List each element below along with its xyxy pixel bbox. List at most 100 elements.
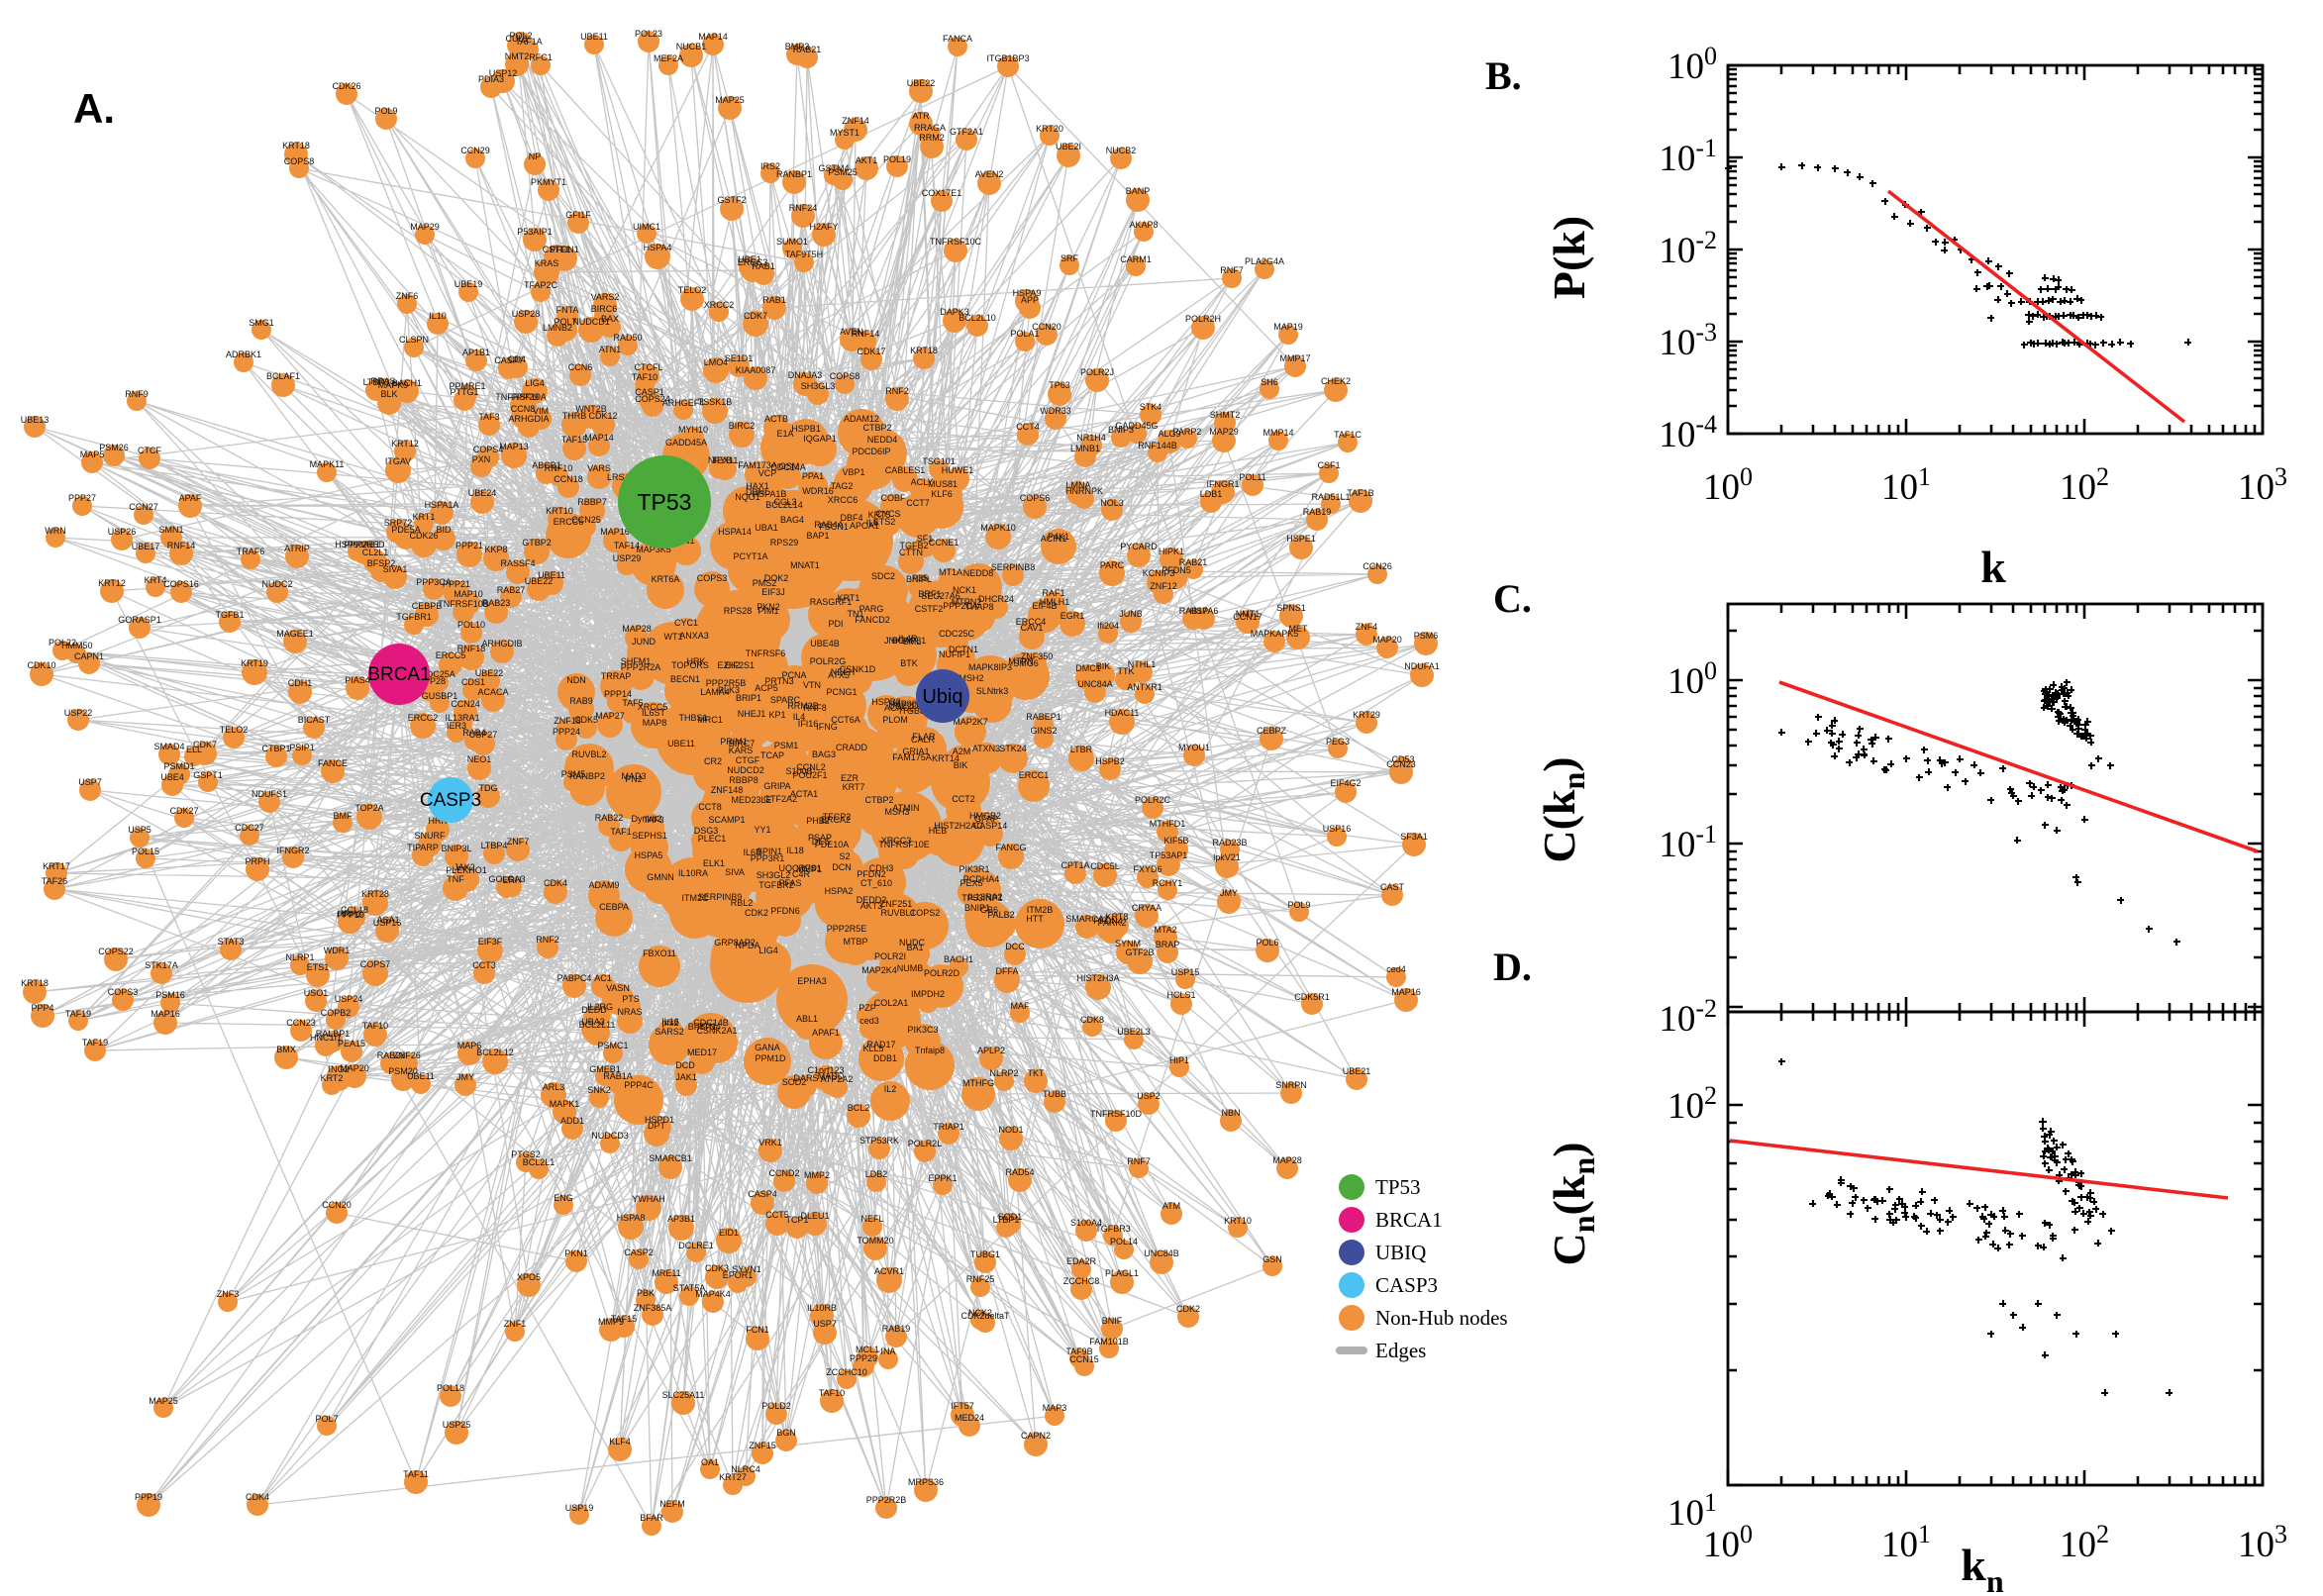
svg-text:PTGS2: PTGS2 xyxy=(511,1149,541,1159)
svg-text:SDC2: SDC2 xyxy=(871,571,895,581)
svg-text:AC1: AC1 xyxy=(594,973,612,983)
svg-text:COPS7: COPS7 xyxy=(360,959,391,969)
svg-text:CCN23: CCN23 xyxy=(1386,759,1416,769)
svg-text:CCT8: CCT8 xyxy=(698,802,722,812)
svg-text:DBF4: DBF4 xyxy=(840,513,862,523)
svg-text:HSPA1A: HSPA1A xyxy=(425,500,459,510)
svg-text:KRT10: KRT10 xyxy=(546,506,573,516)
svg-text:RAB4A: RAB4A xyxy=(814,520,844,530)
svg-text:NDUFS1: NDUFS1 xyxy=(252,789,287,799)
svg-text:TGFBR3: TGFBR3 xyxy=(1095,1224,1131,1234)
svg-text:KRT12: KRT12 xyxy=(391,439,419,449)
svg-text:TP53INP1: TP53INP1 xyxy=(961,893,1003,903)
svg-text:CSF1: CSF1 xyxy=(1317,460,1340,470)
svg-text:WDR1: WDR1 xyxy=(324,946,351,955)
svg-text:PMS2: PMS2 xyxy=(753,578,777,588)
svg-text:HSPB1: HSPB1 xyxy=(791,424,821,434)
svg-text:CDK26: CDK26 xyxy=(332,81,360,91)
svg-text:PPP27: PPP27 xyxy=(68,493,96,503)
svg-text:GTF2A2: GTF2A2 xyxy=(763,794,797,804)
svg-text:GSN: GSN xyxy=(1262,1254,1282,1264)
svg-text:PN2: PN2 xyxy=(625,774,643,784)
svg-text:WDR16: WDR16 xyxy=(802,486,834,496)
svg-text:KRT27: KRT27 xyxy=(719,1472,747,1482)
svg-text:TKT: TKT xyxy=(1028,1068,1046,1078)
svg-text:CDK27: CDK27 xyxy=(169,806,198,816)
svg-text:HTT: HTT xyxy=(1026,914,1044,924)
svg-text:THBS1: THBS1 xyxy=(678,713,707,723)
svg-text:PPP19: PPP19 xyxy=(337,910,364,920)
svg-text:GSPT1: GSPT1 xyxy=(193,770,223,780)
svg-text:PPP2R5E: PPP2R5E xyxy=(827,924,867,934)
svg-text:CEBPZ: CEBPZ xyxy=(1257,726,1287,736)
svg-text:BAX: BAX xyxy=(601,314,619,324)
svg-text:BRCA2: BRCA2 xyxy=(821,815,851,825)
svg-text:MAP3: MAP3 xyxy=(1043,1403,1067,1413)
svg-text:FCN1: FCN1 xyxy=(746,1325,769,1335)
svg-text:KRT29: KRT29 xyxy=(1353,710,1380,720)
svg-text:UBE4: UBE4 xyxy=(160,772,184,782)
svg-text:CDK26: CDK26 xyxy=(409,531,438,541)
svg-text:LRSAM1: LRSAM1 xyxy=(607,472,643,482)
svg-text:TOP2A: TOP2A xyxy=(354,803,383,813)
svg-text:TCAP: TCAP xyxy=(760,750,784,760)
svg-text:ITM2C: ITM2C xyxy=(682,893,710,903)
svg-text:RNF7: RNF7 xyxy=(1127,1156,1151,1166)
svg-text:NUDC2: NUDC2 xyxy=(261,579,292,589)
svg-text:MAP13: MAP13 xyxy=(499,442,529,451)
svg-text:UBE2D1: UBE2D1 xyxy=(888,701,923,711)
svg-text:PPP24: PPP24 xyxy=(553,727,580,737)
svg-text:PHB2: PHB2 xyxy=(806,816,830,826)
svg-text:RAB4: RAB4 xyxy=(462,728,486,738)
svg-text:POL6: POL6 xyxy=(1256,938,1278,948)
svg-text:PSM6: PSM6 xyxy=(1414,631,1439,641)
svg-text:MT1A: MT1A xyxy=(939,567,962,577)
svg-text:POLR2G: POLR2G xyxy=(810,656,847,666)
svg-text:lpkV21: lpkV21 xyxy=(1213,852,1241,862)
svg-text:MAP16: MAP16 xyxy=(600,527,630,537)
svg-text:CCN29: CCN29 xyxy=(460,146,490,155)
svg-text:PPP4: PPP4 xyxy=(31,1003,53,1013)
svg-text:BIRC7: BIRC7 xyxy=(729,739,756,748)
svg-text:EID1: EID1 xyxy=(719,1228,739,1238)
svg-text:TCP1: TCP1 xyxy=(785,1215,808,1225)
svg-text:CCN6: CCN6 xyxy=(568,362,593,372)
svg-text:PXN: PXN xyxy=(472,454,491,464)
svg-text:VCP: VCP xyxy=(758,468,777,478)
svg-text:MAPK10: MAPK10 xyxy=(980,523,1016,533)
svg-text:SYNM: SYNM xyxy=(1115,939,1141,948)
svg-text:PDI: PDI xyxy=(828,619,843,629)
svg-text:YY1: YY1 xyxy=(754,825,770,835)
svg-text:POL18: POL18 xyxy=(437,1383,464,1393)
svg-text:ELL: ELL xyxy=(186,745,202,754)
svg-text:TAF26: TAF26 xyxy=(42,876,67,886)
svg-text:CCL18: CCL18 xyxy=(341,905,368,915)
svg-text:APLP2: APLP2 xyxy=(977,1046,1005,1055)
svg-text:MAF: MAF xyxy=(1011,1001,1031,1011)
svg-text:CCNL2: CCNL2 xyxy=(796,762,826,772)
svg-text:TFAP2C: TFAP2C xyxy=(524,280,558,290)
svg-text:ced3: ced3 xyxy=(859,1016,879,1026)
svg-text:BCLAF1: BCLAF1 xyxy=(266,371,300,381)
svg-text:SNURF: SNURF xyxy=(415,831,447,841)
svg-text:IL10RB: IL10RB xyxy=(807,1303,837,1313)
svg-text:HNRNPK: HNRNPK xyxy=(1065,486,1103,496)
svg-text:DCD: DCD xyxy=(675,1060,695,1070)
svg-text:PPP2CA: PPP2CA xyxy=(943,601,978,611)
svg-text:PDCD6IP: PDCD6IP xyxy=(852,447,890,456)
svg-text:DCN: DCN xyxy=(832,862,852,872)
svg-text:ERCC6: ERCC6 xyxy=(554,517,584,527)
svg-text:PRTN3: PRTN3 xyxy=(764,676,793,686)
svg-text:DHCR24: DHCR24 xyxy=(978,594,1014,604)
svg-text:ERCC3: ERCC3 xyxy=(738,257,768,267)
svg-text:THRB: THRB xyxy=(562,411,587,421)
svg-text:SARS2: SARS2 xyxy=(655,1027,684,1037)
svg-text:C.: C. xyxy=(1493,576,1532,621)
svg-text:JNK3: JNK3 xyxy=(884,636,906,646)
svg-text:ZNF18: ZNF18 xyxy=(554,716,581,726)
svg-text:CT_610: CT_610 xyxy=(860,878,892,888)
svg-text:LTBP4: LTBP4 xyxy=(481,841,508,850)
svg-text:RNF24: RNF24 xyxy=(789,203,818,213)
svg-text:MAP28: MAP28 xyxy=(1272,1155,1302,1165)
svg-text:RNF2: RNF2 xyxy=(885,386,909,396)
